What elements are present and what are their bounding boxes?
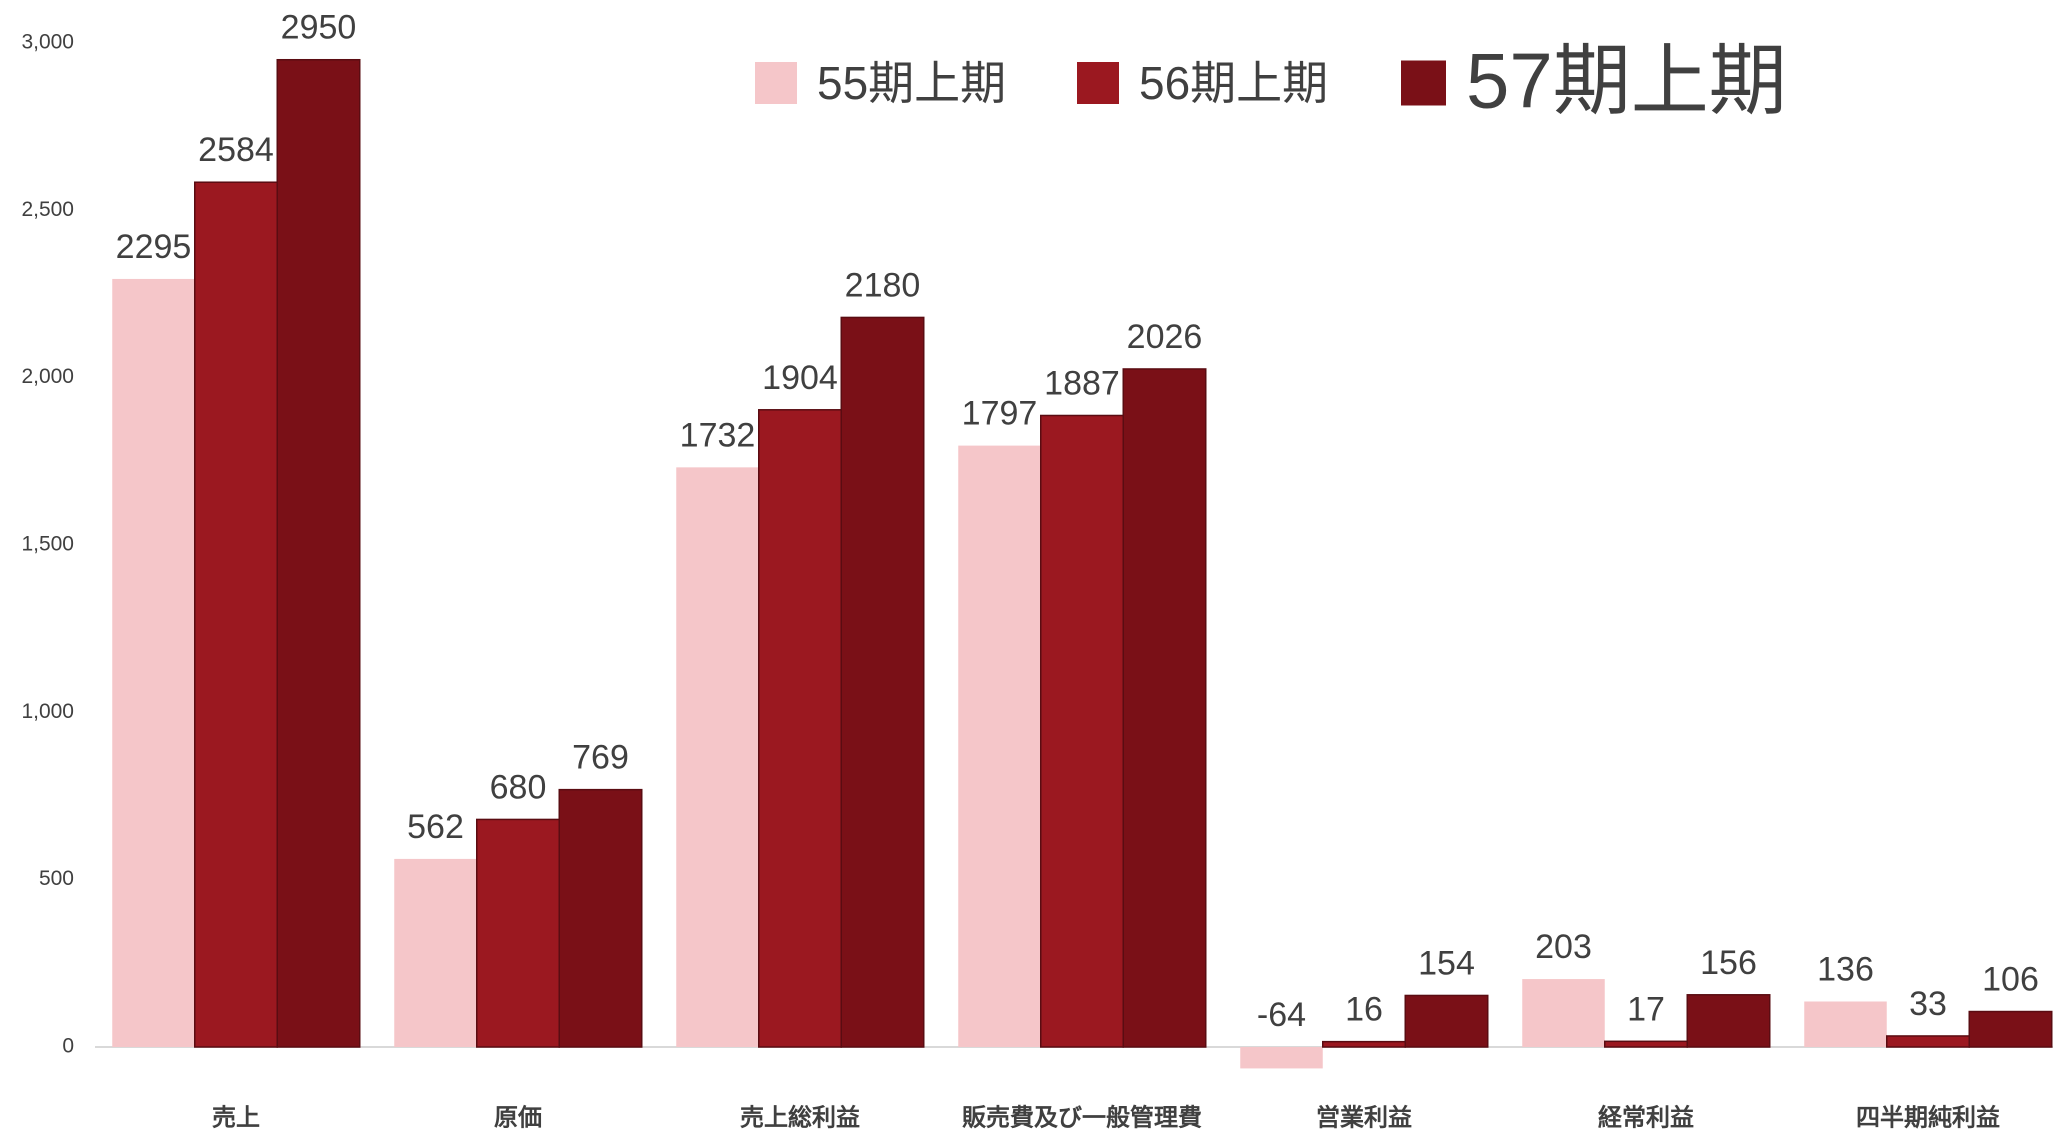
bar bbox=[1604, 1040, 1688, 1048]
data-label: 154 bbox=[1418, 944, 1475, 982]
bar bbox=[958, 445, 1041, 1047]
bar bbox=[1804, 1001, 1887, 1047]
bar bbox=[1968, 1010, 2053, 1048]
y-tick-label: 1,500 bbox=[21, 533, 74, 556]
bar bbox=[1522, 979, 1605, 1047]
data-label: 1887 bbox=[1044, 364, 1120, 402]
data-label: 106 bbox=[1982, 961, 2039, 999]
data-label: 33 bbox=[1909, 985, 1947, 1023]
data-label: -64 bbox=[1257, 996, 1306, 1034]
data-label: 156 bbox=[1700, 944, 1757, 982]
bar bbox=[194, 181, 278, 1048]
x-tick-label: 四半期純利益 bbox=[1856, 1103, 2000, 1131]
y-tick-label: 0 bbox=[62, 1035, 74, 1058]
data-label: 16 bbox=[1345, 991, 1383, 1029]
legend-label: 55期上期 bbox=[817, 57, 1006, 109]
data-label: 562 bbox=[407, 808, 464, 846]
bar bbox=[276, 58, 361, 1048]
y-tick-label: 2,000 bbox=[21, 365, 74, 388]
data-label: 2180 bbox=[845, 266, 921, 304]
data-label: 769 bbox=[572, 739, 629, 777]
x-tick-label: 販売費及び一般管理費 bbox=[962, 1103, 1202, 1131]
x-tick-label: 経常利益 bbox=[1598, 1103, 1694, 1131]
data-label: 2950 bbox=[281, 9, 357, 47]
data-label: 17 bbox=[1627, 990, 1665, 1028]
bar bbox=[1122, 368, 1207, 1048]
bar bbox=[758, 409, 842, 1048]
bar bbox=[558, 788, 643, 1048]
x-tick-label: 売上総利益 bbox=[740, 1103, 860, 1131]
data-label: 1732 bbox=[680, 416, 756, 454]
y-tick-label: 1,000 bbox=[21, 700, 74, 723]
legend-label: 57期上期 bbox=[1466, 37, 1787, 125]
x-tick-label: 売上 bbox=[212, 1104, 260, 1131]
data-label: 136 bbox=[1817, 950, 1874, 988]
data-label: 2584 bbox=[198, 131, 274, 169]
bar bbox=[394, 858, 477, 1047]
bar bbox=[476, 818, 560, 1048]
bar bbox=[1240, 1047, 1323, 1069]
bar bbox=[676, 467, 759, 1048]
y-tick-label: 500 bbox=[39, 867, 74, 890]
legend-label: 56期上期 bbox=[1139, 57, 1328, 109]
bar bbox=[840, 316, 925, 1048]
x-tick-label: 営業利益 bbox=[1316, 1103, 1412, 1131]
x-tick-label: 原価 bbox=[494, 1104, 542, 1131]
data-label: 2026 bbox=[1127, 318, 1203, 356]
bar bbox=[1404, 994, 1489, 1048]
bar bbox=[1886, 1035, 1970, 1048]
data-label: 1797 bbox=[962, 395, 1038, 433]
y-tick-label: 3,000 bbox=[21, 31, 74, 54]
data-label: 1904 bbox=[762, 359, 838, 397]
legend-swatch bbox=[1077, 62, 1119, 104]
data-label: 2295 bbox=[116, 228, 192, 266]
bar bbox=[112, 278, 195, 1047]
legend-swatch bbox=[1401, 60, 1446, 106]
bar bbox=[1040, 414, 1124, 1048]
bar bbox=[1322, 1040, 1406, 1048]
data-label: 680 bbox=[490, 768, 547, 806]
legend-swatch bbox=[755, 62, 797, 104]
bar bbox=[1686, 994, 1771, 1048]
y-tick-label: 2,500 bbox=[21, 198, 74, 221]
data-label: 203 bbox=[1535, 928, 1592, 966]
